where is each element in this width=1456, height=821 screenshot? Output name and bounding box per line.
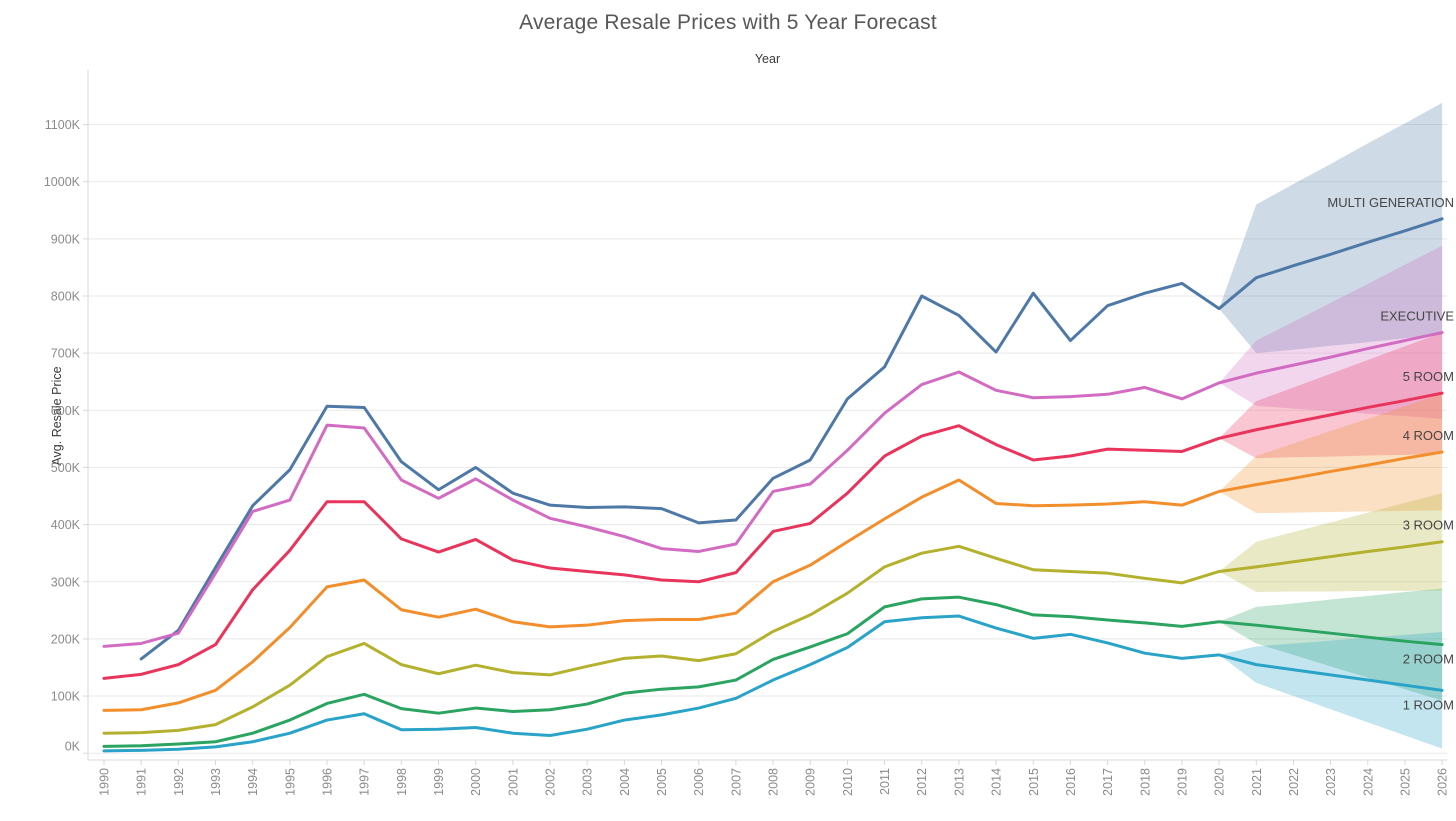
y-tick-label: 400K (51, 518, 81, 532)
x-tick-label: 2024 (1361, 768, 1375, 796)
x-tick-label: 2011 (878, 768, 892, 795)
x-tick-label: 2013 (952, 768, 966, 796)
x-tick-label: 2018 (1138, 768, 1152, 796)
x-tick-label: 1990 (98, 768, 112, 796)
x-tick-label: 2009 (804, 768, 818, 796)
x-tick-label: 2016 (1064, 768, 1078, 796)
x-tick-label: 2002 (544, 768, 558, 796)
series-line-4-room[interactable] (102, 450, 1444, 712)
x-tick-label: 2001 (506, 768, 520, 796)
series-label-3-room: 3 ROOM (1403, 518, 1454, 533)
y-tick-label: 600K (51, 404, 81, 418)
x-tick-label: 2004 (618, 768, 632, 796)
x-tick-label: 2019 (1175, 768, 1189, 796)
x-tick-label: 1998 (395, 768, 409, 796)
y-tick-label: 1100K (45, 118, 81, 132)
forecast-band-executive[interactable] (1219, 245, 1443, 419)
x-tick-label: 2025 (1398, 768, 1412, 796)
x-tick-label: 2008 (767, 768, 781, 796)
y-tick-label: 500K (51, 461, 81, 475)
series-label-multi-generation: MULTI GENERATION (1327, 195, 1454, 210)
x-tick-label: 2003 (581, 768, 595, 796)
x-tick-label: 1996 (321, 768, 335, 796)
series-line-1-room[interactable] (102, 614, 1444, 753)
x-tick-label: 1991 (135, 768, 149, 796)
forecast-band-1-room[interactable] (1219, 632, 1443, 749)
x-tick-label: 2007 (729, 768, 743, 796)
x-tick-label: 2010 (841, 768, 855, 796)
x-tick-label: 2020 (1213, 768, 1227, 796)
x-tick-label: 2006 (692, 768, 706, 796)
x-tick-label: 2012 (915, 768, 929, 796)
series-label-5-room: 5 ROOM (1403, 369, 1454, 384)
x-tick-label: 2022 (1287, 768, 1301, 796)
x-tick-label: 2014 (990, 768, 1004, 796)
x-tick-label: 2026 (1436, 768, 1450, 796)
series-label-2-room: 2 ROOM (1403, 652, 1454, 667)
y-tick-label: 900K (51, 232, 81, 246)
x-tick-label: 2023 (1324, 768, 1338, 796)
y-tick-label: 300K (51, 575, 81, 589)
y-tick-label: 800K (51, 290, 81, 304)
series-line-multi-generation[interactable] (139, 217, 1444, 661)
x-tick-label: 1993 (209, 768, 223, 796)
series-line-executive[interactable] (102, 331, 1444, 648)
y-tick-label: 200K (51, 632, 81, 646)
x-tick-label: 2005 (655, 768, 669, 796)
x-tick-label: 1994 (246, 768, 260, 796)
series-label-4-room: 4 ROOM (1403, 428, 1454, 443)
x-tick-label: 1999 (432, 768, 446, 796)
x-tick-label: 1995 (283, 768, 297, 796)
y-tick-label: 1000K (44, 175, 81, 189)
forecast-band-2-room[interactable] (1219, 588, 1443, 701)
forecast-band-4-room[interactable] (1219, 393, 1443, 514)
x-tick-label: 2015 (1027, 768, 1041, 796)
forecast-band-multi-generation[interactable] (1219, 102, 1443, 354)
chart-title: Average Resale Prices with 5 Year Foreca… (519, 11, 937, 34)
x-tick-label: 1992 (172, 768, 186, 796)
x-tick-label: 2017 (1101, 768, 1115, 796)
series-line-5-room[interactable] (102, 391, 1444, 680)
x-tick-label: 1997 (358, 768, 372, 796)
y-tick-label: 100K (51, 690, 81, 704)
x-tick-label: 2000 (469, 768, 483, 796)
series-line-2-room[interactable] (102, 595, 1444, 748)
series-label-1-room: 1 ROOM (1403, 697, 1454, 712)
series-label-executive: EXECUTIVE (1380, 309, 1454, 324)
forecast-band-3-room[interactable] (1219, 493, 1443, 593)
y-tick-label: 700K (51, 347, 81, 361)
x-tick-label: 2021 (1250, 768, 1264, 796)
x-axis-title: Year (754, 52, 781, 66)
series-line-3-room[interactable] (102, 540, 1444, 735)
y-tick-label: 0K (65, 740, 81, 754)
